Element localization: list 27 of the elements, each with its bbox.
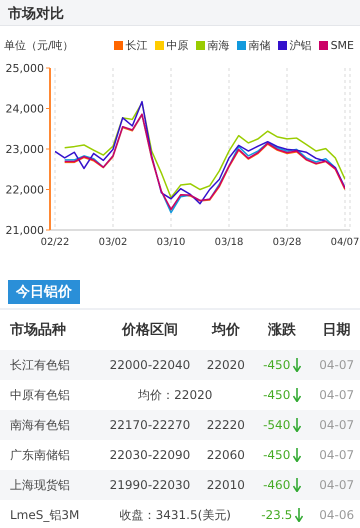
text: 上海现货铝 21990-22030 22010 -460 04-07	[10, 478, 354, 492]
y-tick-label: 25,000	[6, 62, 44, 75]
x-tick-label: 03/10	[156, 237, 186, 248]
text: 广东南储铝 22030-22090 22060 -450 04-07	[10, 448, 354, 462]
y-tick-label: 23,000	[6, 142, 44, 156]
legend-label: SME	[330, 38, 354, 53]
x-tick-label: 02/22	[40, 237, 70, 248]
y-tick-label: 21,000	[6, 224, 44, 237]
text: 市场品种 价格区间 均价 涨跌 日期	[10, 322, 351, 338]
y-tick-label: 22,000	[6, 183, 44, 196]
text: 中原有色铝 均价：22020 -450 04-07	[10, 388, 354, 402]
legend-label: 长江	[124, 38, 148, 53]
x-tick-label: 03/28	[272, 237, 302, 248]
legend-label: 沪铝	[288, 38, 312, 53]
chart-title: 市场对比	[0, 0, 360, 26]
legend-label: 中原	[166, 38, 189, 53]
text: LmeS_铝3M 收盘：3431.5(美元) -23.5 04-06	[10, 508, 354, 522]
y-axis-title: 单位（元/吨）	[4, 38, 74, 53]
text: 长江有色铝 22000-22040 22020 -450 04-07	[10, 358, 354, 372]
text: 今日铝价	[8, 280, 80, 304]
x-tick-label: 04/07	[330, 237, 360, 248]
text: 南海有色铝 22170-22270 22220 -540 04-07	[10, 418, 354, 432]
x-tick-label: 03/18	[214, 237, 244, 248]
legend-label: 南海	[206, 38, 230, 53]
x-tick-label: 03/02	[98, 237, 128, 248]
legend-label: 南储	[248, 38, 271, 53]
y-tick-label: 24,000	[6, 102, 44, 116]
